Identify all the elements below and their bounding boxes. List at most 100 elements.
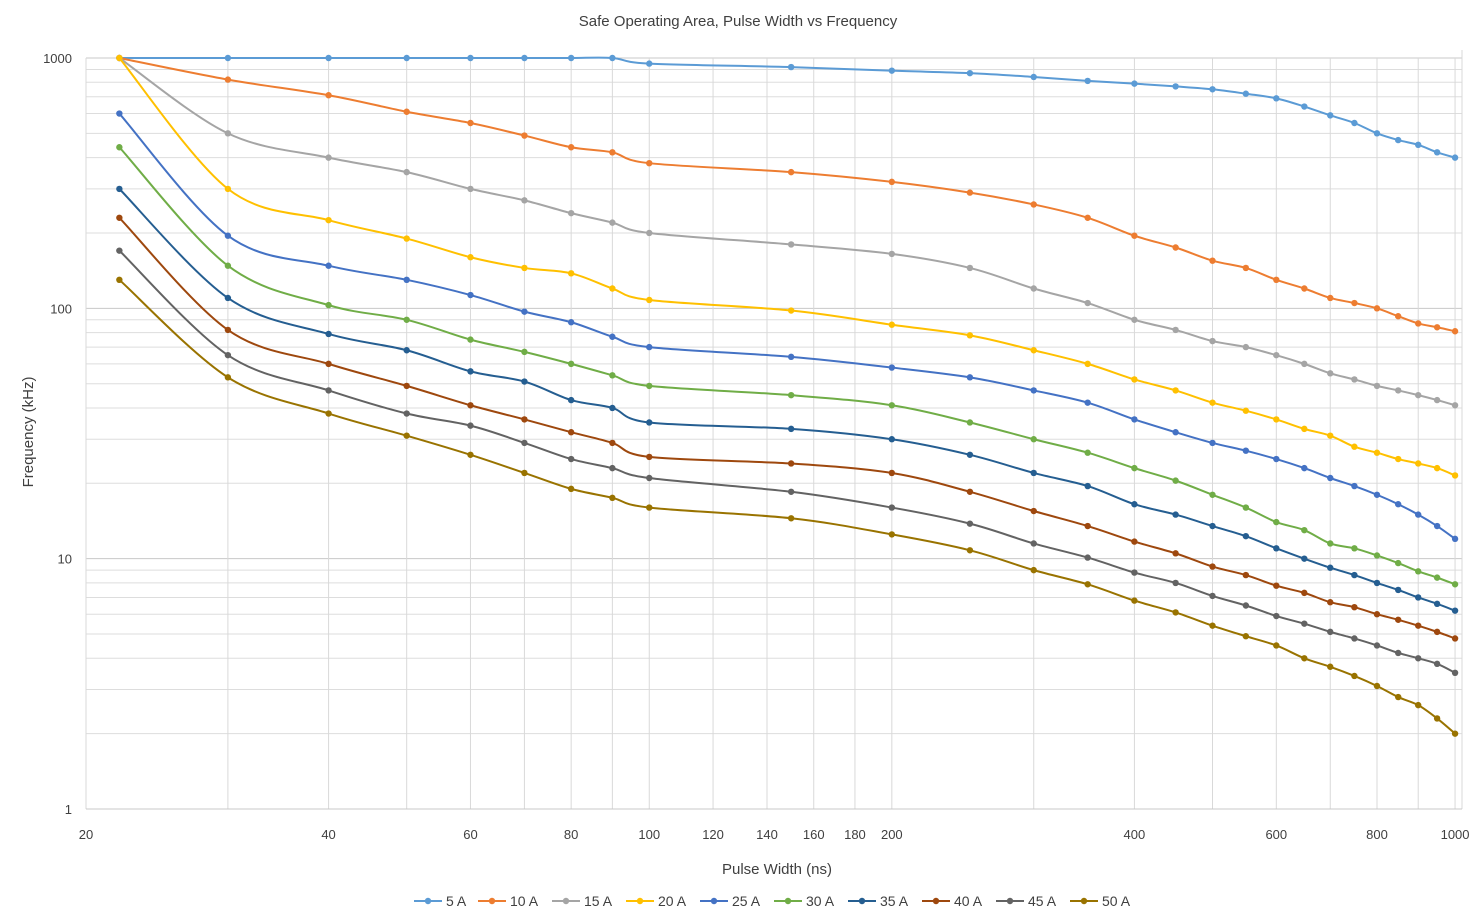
data-point — [787, 307, 795, 314]
data-point — [325, 92, 332, 99]
data-point — [1209, 399, 1216, 406]
data-point — [1301, 655, 1308, 662]
data-point — [1209, 522, 1216, 530]
legend-marker — [636, 897, 644, 905]
data-point — [467, 368, 474, 375]
data-point — [1301, 620, 1308, 627]
data-point — [325, 301, 332, 309]
data-point — [1301, 103, 1308, 110]
data-point — [1030, 469, 1037, 477]
data-point — [609, 494, 616, 502]
data-point — [1084, 482, 1091, 490]
data-point — [1209, 86, 1216, 93]
data-point — [1209, 491, 1216, 498]
data-point — [403, 168, 410, 176]
x-tick-label: 1000 — [1441, 827, 1470, 842]
data-point — [646, 382, 653, 390]
series-45a — [116, 247, 1459, 677]
data-point — [1351, 571, 1358, 579]
series-20a — [116, 54, 1459, 479]
data-point — [1273, 455, 1280, 463]
data-point — [1394, 387, 1402, 394]
data-point — [888, 531, 896, 538]
x-tick-label: 20 — [79, 827, 93, 842]
data-point — [1084, 299, 1091, 307]
data-point — [403, 432, 410, 439]
data-point — [521, 264, 528, 272]
data-point — [888, 436, 896, 443]
legend-item: 35 A — [848, 893, 909, 909]
data-point — [1273, 351, 1280, 359]
data-point — [1131, 538, 1138, 545]
legend-item: 30 A — [774, 893, 835, 909]
data-point — [1131, 316, 1138, 323]
data-point — [646, 159, 653, 167]
data-point — [403, 382, 410, 390]
series-50a — [116, 276, 1459, 737]
data-point — [1030, 540, 1037, 547]
x-tick-label: 140 — [756, 827, 778, 842]
series-25a — [116, 110, 1459, 543]
series-15a — [116, 54, 1459, 409]
data-point — [1030, 387, 1037, 394]
legend-marker — [424, 897, 432, 905]
legend-item: 25 A — [700, 893, 761, 909]
data-point — [609, 439, 616, 447]
data-point — [224, 262, 232, 269]
data-point — [787, 168, 795, 176]
legend: 5 A 10 A 15 A 20 A 25 A 30 A 35 A 40 A 45 A 50 A — [414, 893, 1131, 909]
y-tick-label: 100 — [50, 301, 72, 316]
data-point — [646, 296, 653, 304]
data-point — [116, 110, 123, 117]
data-point — [1030, 347, 1037, 354]
data-point — [1327, 540, 1334, 547]
data-point — [1451, 472, 1459, 479]
data-point — [888, 402, 896, 409]
data-point — [1301, 464, 1308, 472]
data-point — [1394, 501, 1402, 508]
series-line — [119, 56, 1456, 159]
data-point — [521, 308, 528, 315]
data-point — [609, 285, 616, 292]
data-point — [1209, 563, 1216, 570]
data-point — [1301, 526, 1308, 534]
data-point — [1327, 370, 1334, 377]
data-point — [888, 321, 896, 328]
data-point — [567, 455, 575, 463]
data-point — [1301, 425, 1308, 433]
data-point — [1273, 416, 1280, 423]
legend-marker — [710, 897, 718, 905]
data-point — [1373, 449, 1381, 456]
data-point — [1351, 635, 1358, 642]
legend-label: 50 A — [1102, 893, 1131, 909]
data-point — [1451, 154, 1459, 161]
data-point — [1433, 715, 1441, 722]
data-point — [224, 54, 232, 62]
data-point — [1172, 244, 1179, 251]
data-point — [224, 185, 232, 193]
data-point — [966, 189, 974, 196]
legend-label: 40 A — [954, 893, 983, 909]
data-point — [1351, 545, 1358, 552]
legend-label: 5 A — [446, 893, 467, 909]
data-point — [1172, 429, 1179, 436]
data-point — [1327, 474, 1334, 482]
legend-item: 50 A — [1070, 893, 1131, 909]
data-point — [1209, 622, 1216, 629]
data-point — [1433, 149, 1441, 156]
data-point — [1242, 633, 1250, 640]
data-point — [1394, 136, 1402, 144]
data-point — [467, 422, 474, 429]
data-point — [325, 216, 332, 224]
data-point — [1414, 701, 1422, 709]
data-point — [1373, 552, 1381, 559]
data-point — [1414, 391, 1422, 399]
data-point — [521, 378, 528, 385]
data-point — [1131, 501, 1138, 508]
data-point — [646, 474, 653, 482]
data-point — [1451, 328, 1459, 335]
data-point — [1273, 582, 1280, 589]
data-point — [888, 364, 896, 371]
data-point — [467, 291, 474, 299]
data-point — [567, 144, 575, 151]
